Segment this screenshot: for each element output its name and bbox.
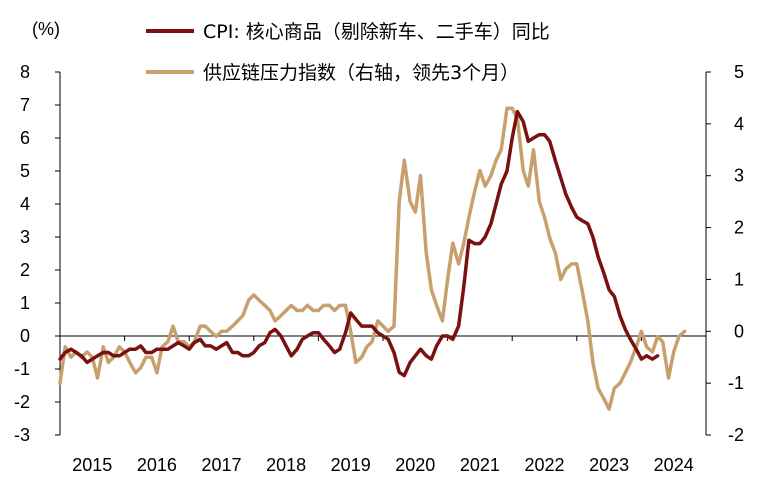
left-tick-label: 2 — [20, 260, 30, 280]
left-tick-label: -2 — [14, 392, 30, 412]
right-tick-label: -2 — [728, 425, 744, 445]
x-tick-label: 2023 — [589, 455, 629, 475]
left-tick-label: 3 — [20, 227, 30, 247]
x-axis: 2015 2016 2017 2018 2019 2020 2021 2022 2023 2024 — [59, 336, 694, 475]
x-tick-label: 2021 — [460, 455, 500, 475]
right-tick-label: 1 — [734, 269, 744, 289]
series-group — [58, 106, 687, 411]
right-tick-label: 3 — [734, 166, 744, 186]
right-tick-label: 2 — [734, 218, 744, 238]
x-tick-label: 2020 — [395, 455, 435, 475]
legend: CPI: 核心商品（剔除新车、二手车）同比 供应链压力指数（右轴，领先3个月） — [146, 21, 550, 84]
legend-label-cpi: CPI: 核心商品（剔除新车、二手车）同比 — [203, 21, 550, 43]
left-tick-label: 4 — [20, 194, 30, 214]
left-tick-label: 0 — [20, 326, 30, 346]
right-tick-label: 0 — [734, 321, 744, 341]
left-tick-label: 7 — [20, 95, 30, 115]
left-tick-label: 5 — [20, 161, 30, 181]
series-line-supply-chain — [58, 106, 687, 411]
x-tick-label: 2017 — [201, 455, 241, 475]
legend-label-supply: 供应链压力指数（右轴，领先3个月） — [203, 62, 519, 84]
x-tick-label: 2022 — [524, 455, 564, 475]
x-tick-label: 2024 — [654, 455, 694, 475]
right-tick-label: 5 — [734, 62, 744, 82]
unit-label: (%) — [32, 19, 60, 39]
x-tick-label: 2018 — [266, 455, 306, 475]
series-line-cpi — [58, 109, 660, 378]
left-tick-label: 1 — [20, 293, 30, 313]
right-tick-label: -1 — [728, 373, 744, 393]
left-tick-label: 6 — [20, 128, 30, 148]
left-axis: 8 7 6 5 4 3 2 1 0 -1 -2 -3 — [14, 62, 60, 445]
left-tick-label: 8 — [20, 62, 30, 82]
left-tick-label: -1 — [14, 359, 30, 379]
right-axis: 5 4 3 2 1 0 -1 -2 — [706, 62, 744, 445]
right-tick-label: 4 — [734, 114, 744, 134]
x-tick-label: 2019 — [331, 455, 371, 475]
left-tick-label: -3 — [14, 425, 30, 445]
x-tick-label: 2016 — [137, 455, 177, 475]
x-tick-label: 2015 — [72, 455, 112, 475]
